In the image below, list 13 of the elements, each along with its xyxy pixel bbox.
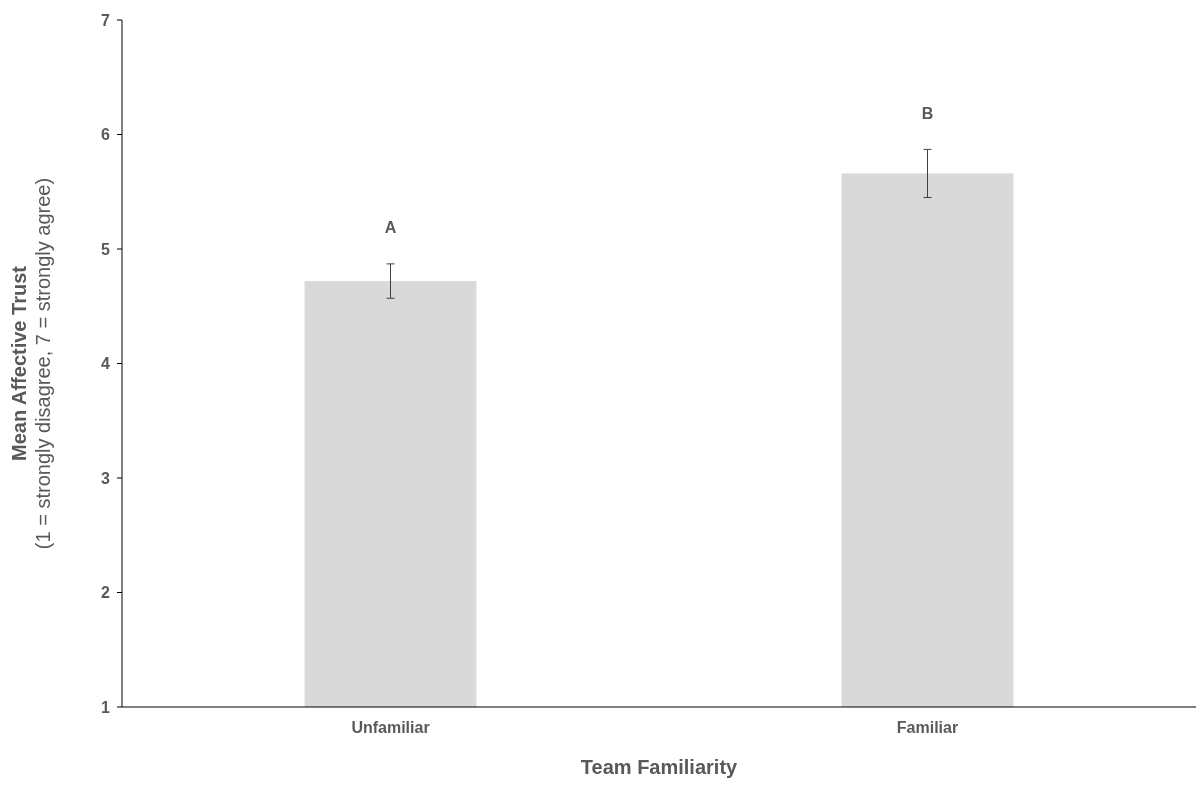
y-tick-label: 3 [101,469,111,487]
y-tick-label: 4 [101,355,111,373]
x-tick-label: Familiar [896,719,959,736]
x-tick-label: Unfamiliar [351,719,430,736]
y-tick-label: 6 [101,126,111,144]
x-axis-title: Team Familiarity [580,756,739,778]
y-tick-label: 1 [101,698,111,716]
annotation: B [921,104,934,122]
y-tick-label: 2 [101,584,111,602]
y-tick-label: 5 [101,240,111,258]
annotation: A [384,219,397,237]
y-axis-title: Mean Affective Trust (1 = strongly disagree, 7 = strongly agree) [8,177,54,550]
y-tick-label: 7 [101,11,111,29]
